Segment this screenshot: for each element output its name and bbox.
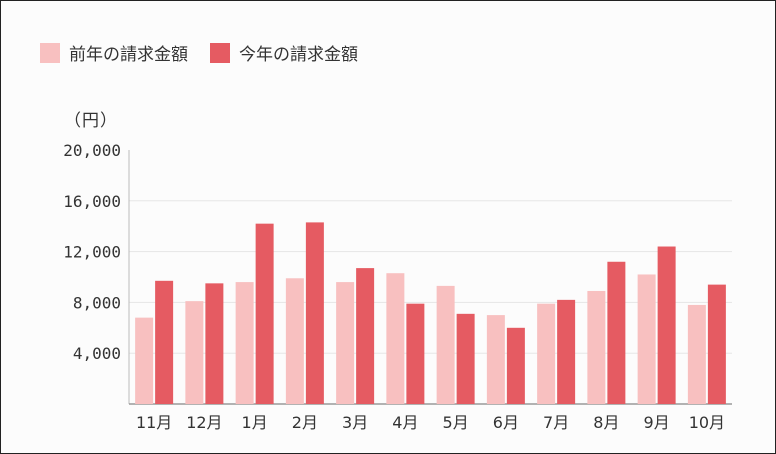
x-tick-label: 3月 — [342, 413, 368, 432]
bar-current-year — [557, 299, 576, 404]
x-tick-label: 11月 — [136, 413, 172, 432]
bar-previous-year — [587, 290, 606, 404]
y-tick-label: 12,000 — [63, 243, 121, 262]
legend-label-current-year: 今年の請求金額 — [239, 45, 358, 65]
x-tick-label: 10月 — [689, 413, 725, 432]
x-tick-label: 2月 — [292, 413, 318, 432]
y-tick-label: 4,000 — [73, 344, 121, 363]
bar-current-year — [506, 327, 525, 404]
x-tick-label: 9月 — [644, 413, 670, 432]
bar-current-year — [657, 246, 676, 404]
x-tick-label: 12月 — [186, 413, 222, 432]
bar-previous-year — [235, 282, 254, 404]
bar-current-year — [255, 223, 274, 404]
y-axis-unit-label: （円） — [64, 111, 118, 131]
legend: 前年の請求金額 今年の請求金額 — [40, 40, 380, 65]
bar-current-year — [356, 268, 375, 404]
bar-current-year — [205, 283, 224, 404]
x-tick-label: 6月 — [493, 413, 519, 432]
bar-previous-year — [285, 278, 304, 404]
x-tick-label: 8月 — [593, 413, 619, 432]
x-tick-label: 4月 — [392, 413, 418, 432]
legend-swatch-current-year — [210, 42, 230, 63]
bar-current-year — [305, 222, 324, 404]
bar-previous-year — [386, 273, 405, 404]
bar-current-year — [607, 261, 626, 404]
x-tick-label: 1月 — [242, 413, 268, 432]
bar-previous-year — [537, 303, 556, 404]
legend-label-previous-year: 前年の請求金額 — [69, 45, 188, 65]
bar-previous-year — [687, 304, 706, 404]
legend-swatch-previous-year — [40, 42, 60, 63]
bar-previous-year — [637, 274, 656, 404]
x-tick-label: 5月 — [443, 413, 469, 432]
x-tick-label: 7月 — [543, 413, 569, 432]
bar-previous-year — [336, 282, 355, 404]
bar-previous-year — [436, 285, 455, 404]
y-tick-label: 20,000 — [63, 141, 121, 160]
bar-previous-year — [185, 301, 204, 404]
y-tick-label: 8,000 — [73, 293, 121, 312]
legend-item-previous-year[interactable]: 前年の請求金額 — [40, 40, 188, 65]
bar-current-year — [155, 280, 174, 404]
bar-current-year — [406, 303, 425, 404]
bar-current-year — [456, 313, 475, 404]
bar-previous-year — [486, 315, 505, 404]
bar-previous-year — [135, 317, 154, 404]
y-tick-label: 16,000 — [63, 192, 121, 211]
legend-item-current-year[interactable]: 今年の請求金額 — [210, 40, 358, 65]
bar-current-year — [707, 284, 726, 404]
